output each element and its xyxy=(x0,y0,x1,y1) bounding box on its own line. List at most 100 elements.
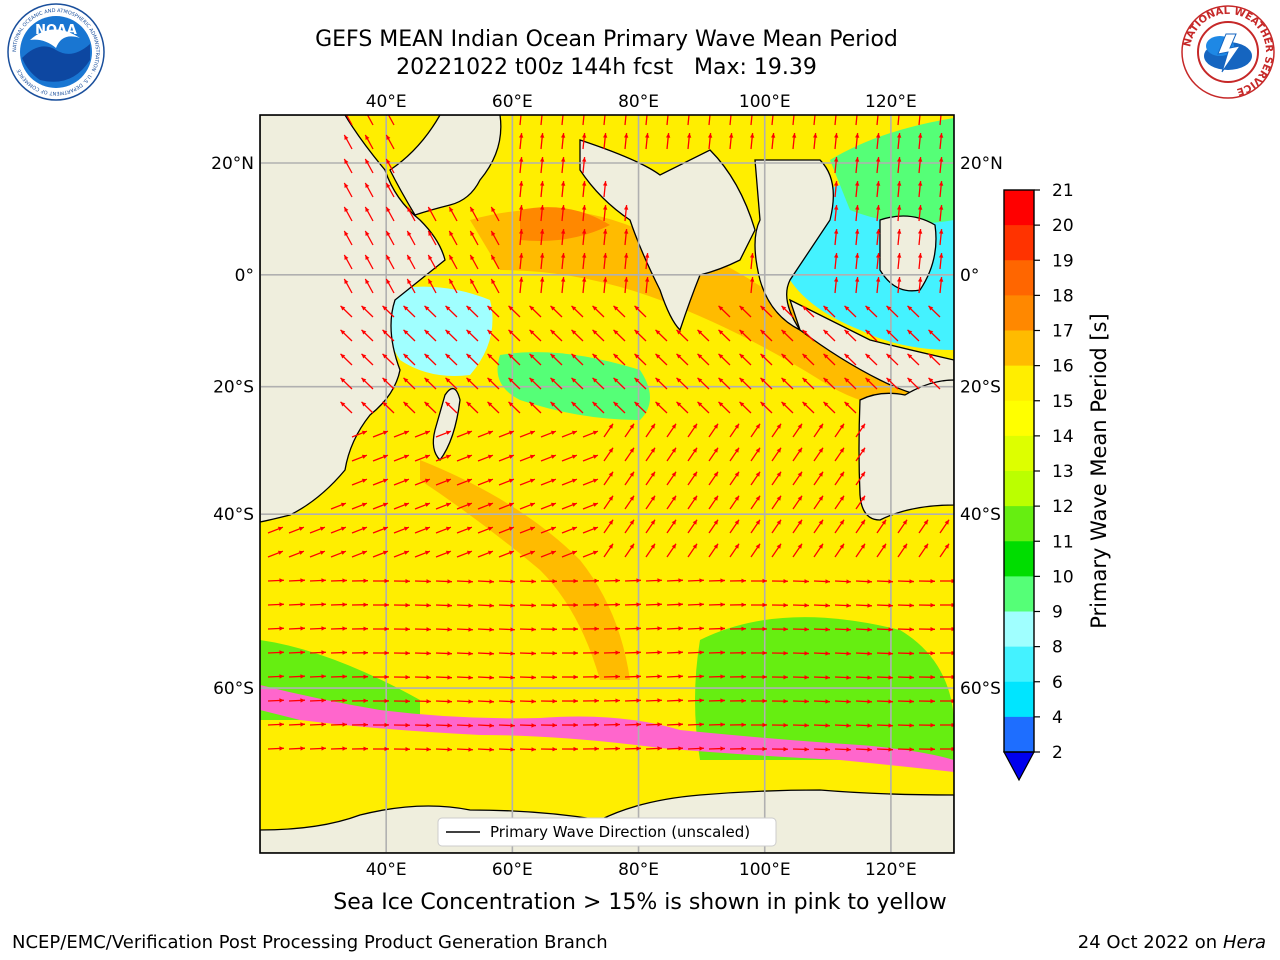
wave-arrow xyxy=(456,454,473,462)
wave-arrow xyxy=(571,401,584,414)
wave-arrow xyxy=(560,157,566,174)
wave-arrow xyxy=(561,626,579,632)
wave-arrow xyxy=(833,205,839,222)
wave-arrow xyxy=(343,278,353,294)
colorbar-tick-label: 6 xyxy=(1052,673,1063,693)
wave-arrow xyxy=(477,603,495,608)
wave-arrow xyxy=(540,603,558,608)
wave-arrow xyxy=(427,230,437,246)
wave-arrow xyxy=(613,401,626,414)
wave-arrow xyxy=(907,377,920,390)
wave-arrow xyxy=(855,495,866,510)
wave-arrow xyxy=(343,230,353,246)
wave-arrow xyxy=(834,627,852,632)
wave-arrow xyxy=(456,502,473,510)
wave-arrow xyxy=(623,133,629,150)
wave-arrow xyxy=(372,746,390,752)
wave-arrow xyxy=(581,157,587,174)
wave-arrow xyxy=(917,229,923,246)
wave-arrow xyxy=(385,158,395,174)
wave-arrow xyxy=(518,181,524,198)
wave-arrow xyxy=(582,674,600,680)
wave-arrow xyxy=(414,699,432,704)
wave-arrow xyxy=(750,746,768,752)
wave-arrow xyxy=(498,579,516,584)
wave-arrow xyxy=(896,253,902,270)
wave-arrow xyxy=(498,651,516,656)
wave-arrow xyxy=(582,578,600,584)
wave-arrow xyxy=(581,229,587,246)
wave-arrow xyxy=(288,722,306,727)
colorbar-segment xyxy=(1004,506,1034,542)
colorbar-segment xyxy=(1004,190,1034,226)
wave-arrow xyxy=(897,699,915,704)
wave-arrow xyxy=(540,699,558,704)
wave-arrow xyxy=(687,519,698,534)
wave-arrow xyxy=(855,543,866,558)
wave-arrow xyxy=(833,277,839,294)
wave-arrow xyxy=(739,353,752,366)
wave-arrow xyxy=(687,495,698,510)
wave-arrow xyxy=(288,650,306,655)
colorbar-tick-label: 13 xyxy=(1052,462,1074,482)
indonesia xyxy=(788,298,954,401)
wave-arrow xyxy=(498,603,516,608)
wave-arrow xyxy=(624,674,642,679)
wave-arrow xyxy=(364,134,374,150)
wave-arrow xyxy=(697,377,710,390)
wave-arrow xyxy=(833,133,839,150)
wave-arrow xyxy=(666,495,677,510)
wave-arrow xyxy=(340,377,353,390)
wave-arrow xyxy=(424,305,437,318)
wave-arrow xyxy=(792,495,803,510)
wave-arrow xyxy=(519,699,537,704)
wave-arrow xyxy=(687,650,705,655)
wave-arrow xyxy=(448,254,458,270)
colorbar-tick-label: 21 xyxy=(1052,181,1074,201)
wave-arrow xyxy=(676,353,689,366)
wave-arrow xyxy=(718,305,731,318)
wave-arrow xyxy=(666,519,677,534)
wave-arrow xyxy=(802,305,815,318)
wave-arrow xyxy=(666,602,684,607)
wave-arrow xyxy=(309,578,327,583)
wave-arrow xyxy=(624,447,635,462)
wave-arrow xyxy=(792,699,810,704)
wave-arrow xyxy=(750,650,768,656)
wave-arrow xyxy=(519,430,536,438)
wave-arrow xyxy=(519,454,536,462)
wave-arrow xyxy=(406,206,416,222)
wave-arrow xyxy=(351,746,369,751)
right-lat-label: 20°N xyxy=(960,154,1003,174)
wave-arrow xyxy=(750,543,761,558)
southeast-asia xyxy=(754,159,834,332)
wave-arrow xyxy=(813,747,831,752)
wave-arrow xyxy=(466,401,479,414)
wave-arrow xyxy=(708,447,719,462)
wave-arrow xyxy=(855,579,873,584)
wave-arrow xyxy=(834,723,852,728)
wave-arrow xyxy=(897,723,915,728)
wave-arrow xyxy=(288,626,306,631)
wave-arrow xyxy=(267,526,284,534)
wave-arrow xyxy=(697,353,710,366)
wave-arrow xyxy=(676,377,689,390)
wave-arrow xyxy=(288,578,306,583)
wave-arrow xyxy=(582,602,600,608)
wave-arrow xyxy=(865,353,878,366)
wave-arrow xyxy=(330,502,347,510)
wave-arrow xyxy=(288,698,306,703)
colorbar-segment xyxy=(1004,260,1034,296)
wave-arrow xyxy=(448,206,458,222)
wave-arrow xyxy=(603,115,606,126)
colorbar-segment xyxy=(1004,576,1034,612)
wave-arrow xyxy=(330,550,347,558)
wave-arrow xyxy=(571,305,584,318)
wave-arrow xyxy=(602,181,608,198)
wave-arrow xyxy=(602,229,608,246)
wave-arrow xyxy=(855,519,866,534)
map-legend: Primary Wave Direction (unscaled) xyxy=(437,817,777,847)
wave-arrow xyxy=(508,377,521,390)
wave-arrow xyxy=(466,377,479,390)
wave-arrow xyxy=(445,377,458,390)
